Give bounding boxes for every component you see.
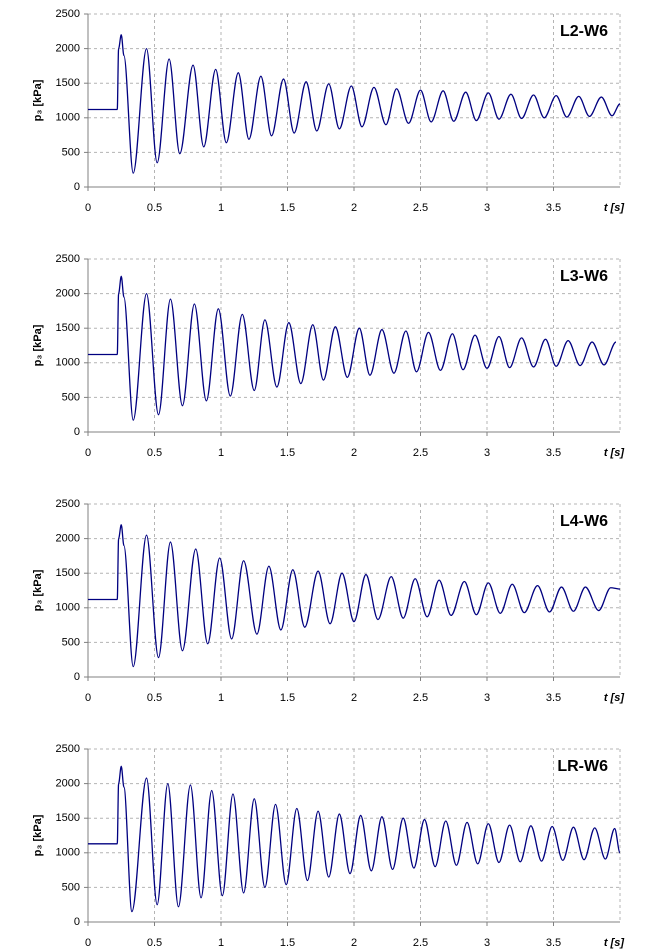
x-tick-label: 1 [218, 692, 224, 704]
x-tick-label: 0.5 [147, 447, 162, 459]
y-tick-label: 500 [62, 391, 80, 403]
x-tick-label: 1 [218, 202, 224, 214]
x-tick-label: 0 [85, 447, 91, 459]
x-axis-label: t [s] [604, 692, 625, 704]
y-tick-label: 500 [62, 636, 80, 648]
data-line [87, 275, 617, 421]
y-tick-label: 2000 [56, 533, 80, 545]
x-tick-label: 2.5 [413, 202, 428, 214]
chart-panel: 0 500 1000 1500 2000 2500 0 0.5 1 1.5 2 2.5 3 3.5 t [s… [32, 253, 624, 459]
x-tick-label: 3.5 [546, 202, 561, 214]
x-tick-label: 3.5 [546, 447, 561, 459]
x-tick-label: 1 [218, 937, 224, 949]
x-tick-label: 3 [484, 937, 490, 949]
y-tick-label: 500 [62, 881, 80, 893]
chart-panel: 0 500 1000 1500 2000 2500 0 0.5 1 1.5 2 2.5 3 3.5 t [s… [32, 743, 624, 949]
x-tick-label: 0.5 [147, 692, 162, 704]
x-tick-label: 0 [85, 692, 91, 704]
x-axis-label: t [s] [604, 202, 625, 214]
y-tick-label: 0 [74, 671, 80, 683]
chart-title: L4-W6 [560, 513, 608, 530]
x-tick-label: 2 [351, 937, 357, 949]
x-tick-label: 0.5 [147, 202, 162, 214]
y-axis-label: p₃ [kPa] [32, 324, 44, 366]
y-axis-label: p₃ [kPa] [32, 79, 44, 121]
y-tick-label: 2500 [56, 743, 80, 755]
x-axis-label: t [s] [604, 937, 625, 949]
data-line [87, 765, 621, 913]
chart-title: LR-W6 [557, 758, 608, 775]
x-tick-label: 1.5 [280, 202, 295, 214]
x-tick-label: 3 [484, 447, 490, 459]
x-tick-label: 2 [351, 692, 357, 704]
y-tick-label: 2500 [56, 498, 80, 510]
x-tick-label: 2 [351, 202, 357, 214]
x-tick-label: 3.5 [546, 692, 561, 704]
y-tick-label: 1000 [56, 602, 80, 614]
x-tick-label: 1.5 [280, 447, 295, 459]
x-tick-label: 2.5 [413, 447, 428, 459]
data-line [88, 34, 621, 174]
y-tick-label: 1500 [56, 322, 80, 334]
x-tick-label: 3.5 [546, 937, 561, 949]
y-tick-label: 0 [74, 916, 80, 928]
x-tick-label: 1 [218, 447, 224, 459]
y-tick-label: 1500 [56, 567, 80, 579]
x-tick-label: 1.5 [280, 937, 295, 949]
y-tick-label: 2000 [56, 778, 80, 790]
y-tick-label: 1000 [56, 112, 80, 124]
y-tick-label: 2000 [56, 43, 80, 55]
y-tick-label: 1000 [56, 847, 80, 859]
y-tick-label: 0 [74, 426, 80, 438]
x-tick-label: 2 [351, 447, 357, 459]
x-tick-label: 1.5 [280, 692, 295, 704]
y-tick-label: 500 [62, 146, 80, 158]
chart-title: L2-W6 [560, 23, 608, 40]
y-tick-label: 2500 [56, 8, 80, 20]
chart-title: L3-W6 [560, 268, 608, 285]
y-axis-label: p₃ [kPa] [32, 569, 44, 611]
y-tick-label: 1000 [56, 357, 80, 369]
x-tick-label: 0 [85, 202, 91, 214]
chart-panel: 0 500 1000 1500 2000 2500 0 0.5 1 1.5 2 2.5 3 3.5 t [s… [32, 498, 624, 704]
x-tick-label: 3 [484, 202, 490, 214]
x-tick-label: 3 [484, 692, 490, 704]
x-tick-label: 0.5 [147, 937, 162, 949]
x-tick-label: 2.5 [413, 937, 428, 949]
y-tick-label: 1500 [56, 77, 80, 89]
x-tick-label: 2.5 [413, 692, 428, 704]
y-tick-label: 2000 [56, 288, 80, 300]
chart-panel: 0 500 1000 1500 2000 2500 0 0.5 1 1.5 2 2.5 3 3.5 t [s… [32, 8, 624, 214]
x-tick-label: 0 [85, 937, 91, 949]
x-axis-label: t [s] [604, 447, 625, 459]
y-tick-label: 1500 [56, 812, 80, 824]
y-tick-label: 0 [74, 181, 80, 193]
y-axis-label: p₃ [kPa] [32, 814, 44, 856]
y-tick-label: 2500 [56, 253, 80, 265]
data-line [87, 524, 621, 668]
